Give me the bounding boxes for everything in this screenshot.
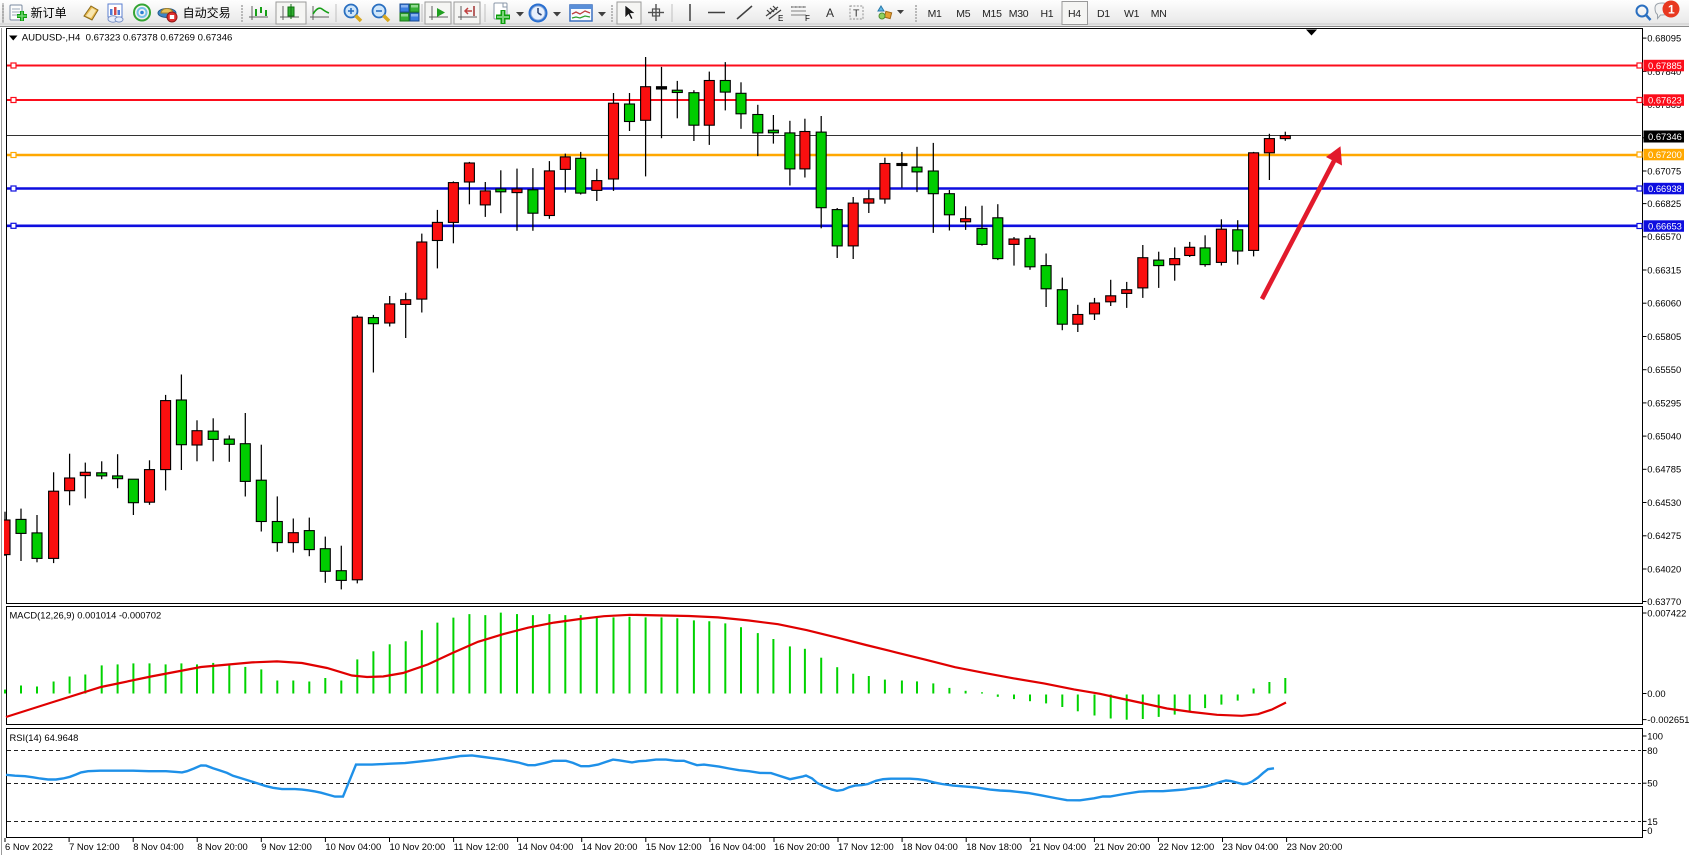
svg-text:15: 15 <box>1647 816 1657 827</box>
svg-text:0.67200: 0.67200 <box>1648 149 1682 160</box>
svg-text:0.67346: 0.67346 <box>1648 131 1682 142</box>
svg-text:0.66570: 0.66570 <box>1647 231 1681 242</box>
svg-text:100: 100 <box>1647 730 1663 741</box>
svg-text:23 Nov 20:00: 23 Nov 20:00 <box>1287 841 1343 852</box>
svg-text:23 Nov 04:00: 23 Nov 04:00 <box>1223 841 1279 852</box>
svg-text:21 Nov 04:00: 21 Nov 04:00 <box>1030 841 1086 852</box>
svg-text:F: F <box>805 14 810 23</box>
svg-text:80: 80 <box>1647 745 1657 756</box>
svg-text:0.64020: 0.64020 <box>1647 563 1681 574</box>
svg-text:新订单: 新订单 <box>31 5 67 20</box>
svg-text:0.007422: 0.007422 <box>1647 607 1686 618</box>
svg-text:10 Nov 20:00: 10 Nov 20:00 <box>390 841 446 852</box>
svg-text:D1: D1 <box>1097 8 1110 20</box>
svg-text:10 Nov 04:00: 10 Nov 04:00 <box>325 841 381 852</box>
svg-text:0.66825: 0.66825 <box>1647 198 1681 209</box>
svg-text:0.67623: 0.67623 <box>1648 94 1682 105</box>
svg-text:0.66938: 0.66938 <box>1648 183 1682 194</box>
svg-text:自动交易: 自动交易 <box>183 5 231 20</box>
svg-text:0: 0 <box>1647 825 1652 836</box>
svg-text:E: E <box>778 14 783 23</box>
svg-text:MN: MN <box>1151 8 1167 20</box>
svg-text:11 Nov 12:00: 11 Nov 12:00 <box>454 841 509 852</box>
svg-text:0.65040: 0.65040 <box>1647 431 1681 442</box>
svg-text:18 Nov 18:00: 18 Nov 18:00 <box>966 841 1022 852</box>
svg-text:RSI(14) 64.9648: RSI(14) 64.9648 <box>10 732 79 743</box>
svg-text:0.64530: 0.64530 <box>1647 497 1681 508</box>
svg-text:0.63770: 0.63770 <box>1647 596 1681 607</box>
svg-text:0.64785: 0.64785 <box>1647 464 1681 475</box>
svg-text:0.68095: 0.68095 <box>1647 33 1681 44</box>
svg-text:15 Nov 12:00: 15 Nov 12:00 <box>646 841 702 852</box>
svg-text:0.65550: 0.65550 <box>1647 364 1681 375</box>
svg-text:T: T <box>853 8 860 20</box>
svg-text:16 Nov 20:00: 16 Nov 20:00 <box>774 841 830 852</box>
svg-text:0.66315: 0.66315 <box>1647 264 1681 275</box>
svg-text:14 Nov 20:00: 14 Nov 20:00 <box>582 841 638 852</box>
svg-text:-0.002651: -0.002651 <box>1647 714 1689 725</box>
svg-text:50: 50 <box>1647 778 1657 789</box>
svg-text:0.67075: 0.67075 <box>1647 165 1681 176</box>
svg-text:M30: M30 <box>1009 8 1029 20</box>
svg-text:MACD(12,26,9) 0.001014 -0.0007: MACD(12,26,9) 0.001014 -0.000702 <box>10 610 162 621</box>
svg-text:0.65295: 0.65295 <box>1647 397 1681 408</box>
svg-text:8 Nov 04:00: 8 Nov 04:00 <box>133 841 184 852</box>
svg-text:21 Nov 20:00: 21 Nov 20:00 <box>1094 841 1150 852</box>
svg-text:0.64275: 0.64275 <box>1647 530 1681 541</box>
svg-text:AUDUSD-,H4 0.67323 0.67378 0.: AUDUSD-,H4 0.67323 0.67378 0.67269 0.673… <box>22 33 233 44</box>
svg-text:9 Nov 12:00: 9 Nov 12:00 <box>261 841 312 852</box>
svg-text:1: 1 <box>1668 3 1675 17</box>
svg-text:M1: M1 <box>928 8 942 20</box>
svg-text:18 Nov 04:00: 18 Nov 04:00 <box>902 841 958 852</box>
svg-text:0.67885: 0.67885 <box>1648 60 1682 71</box>
svg-text:0.00: 0.00 <box>1647 688 1665 699</box>
svg-text:14 Nov 04:00: 14 Nov 04:00 <box>518 841 574 852</box>
svg-text:0.66060: 0.66060 <box>1647 298 1681 309</box>
svg-text:7 Nov 12:00: 7 Nov 12:00 <box>69 841 120 852</box>
svg-text:8 Nov 20:00: 8 Nov 20:00 <box>197 841 248 852</box>
svg-text:0.66653: 0.66653 <box>1648 220 1682 231</box>
svg-text:A: A <box>826 6 834 20</box>
svg-text:6 Nov 2022: 6 Nov 2022 <box>5 841 53 852</box>
svg-text:M15: M15 <box>982 8 1002 20</box>
svg-text:0.65805: 0.65805 <box>1647 331 1681 342</box>
svg-text:22 Nov 12:00: 22 Nov 12:00 <box>1158 841 1214 852</box>
svg-text:16 Nov 04:00: 16 Nov 04:00 <box>710 841 766 852</box>
svg-text:W1: W1 <box>1124 8 1140 20</box>
svg-text:H1: H1 <box>1041 8 1054 20</box>
svg-text:M5: M5 <box>956 8 970 20</box>
svg-text:17 Nov 12:00: 17 Nov 12:00 <box>838 841 894 852</box>
svg-text:H4: H4 <box>1068 8 1081 20</box>
